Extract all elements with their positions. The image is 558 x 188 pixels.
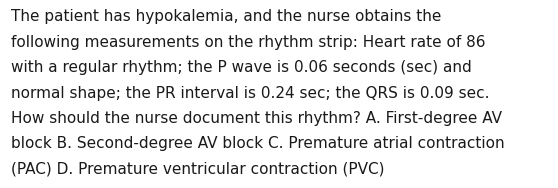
- Text: How should the nurse document this rhythm? A. First-degree AV: How should the nurse document this rhyth…: [11, 111, 502, 126]
- Text: normal shape; the PR interval is 0.24 sec; the QRS is 0.09 sec.: normal shape; the PR interval is 0.24 se…: [11, 86, 490, 101]
- Text: with a regular rhythm; the P wave is 0.06 seconds (sec) and: with a regular rhythm; the P wave is 0.0…: [11, 60, 472, 75]
- Text: (PAC) D. Premature ventricular contraction (PVC): (PAC) D. Premature ventricular contracti…: [11, 162, 384, 177]
- Text: block B. Second-degree AV block C. Premature atrial contraction: block B. Second-degree AV block C. Prema…: [11, 136, 505, 151]
- Text: The patient has hypokalemia, and the nurse obtains the: The patient has hypokalemia, and the nur…: [11, 9, 441, 24]
- Text: following measurements on the rhythm strip: Heart rate of 86: following measurements on the rhythm str…: [11, 35, 485, 50]
